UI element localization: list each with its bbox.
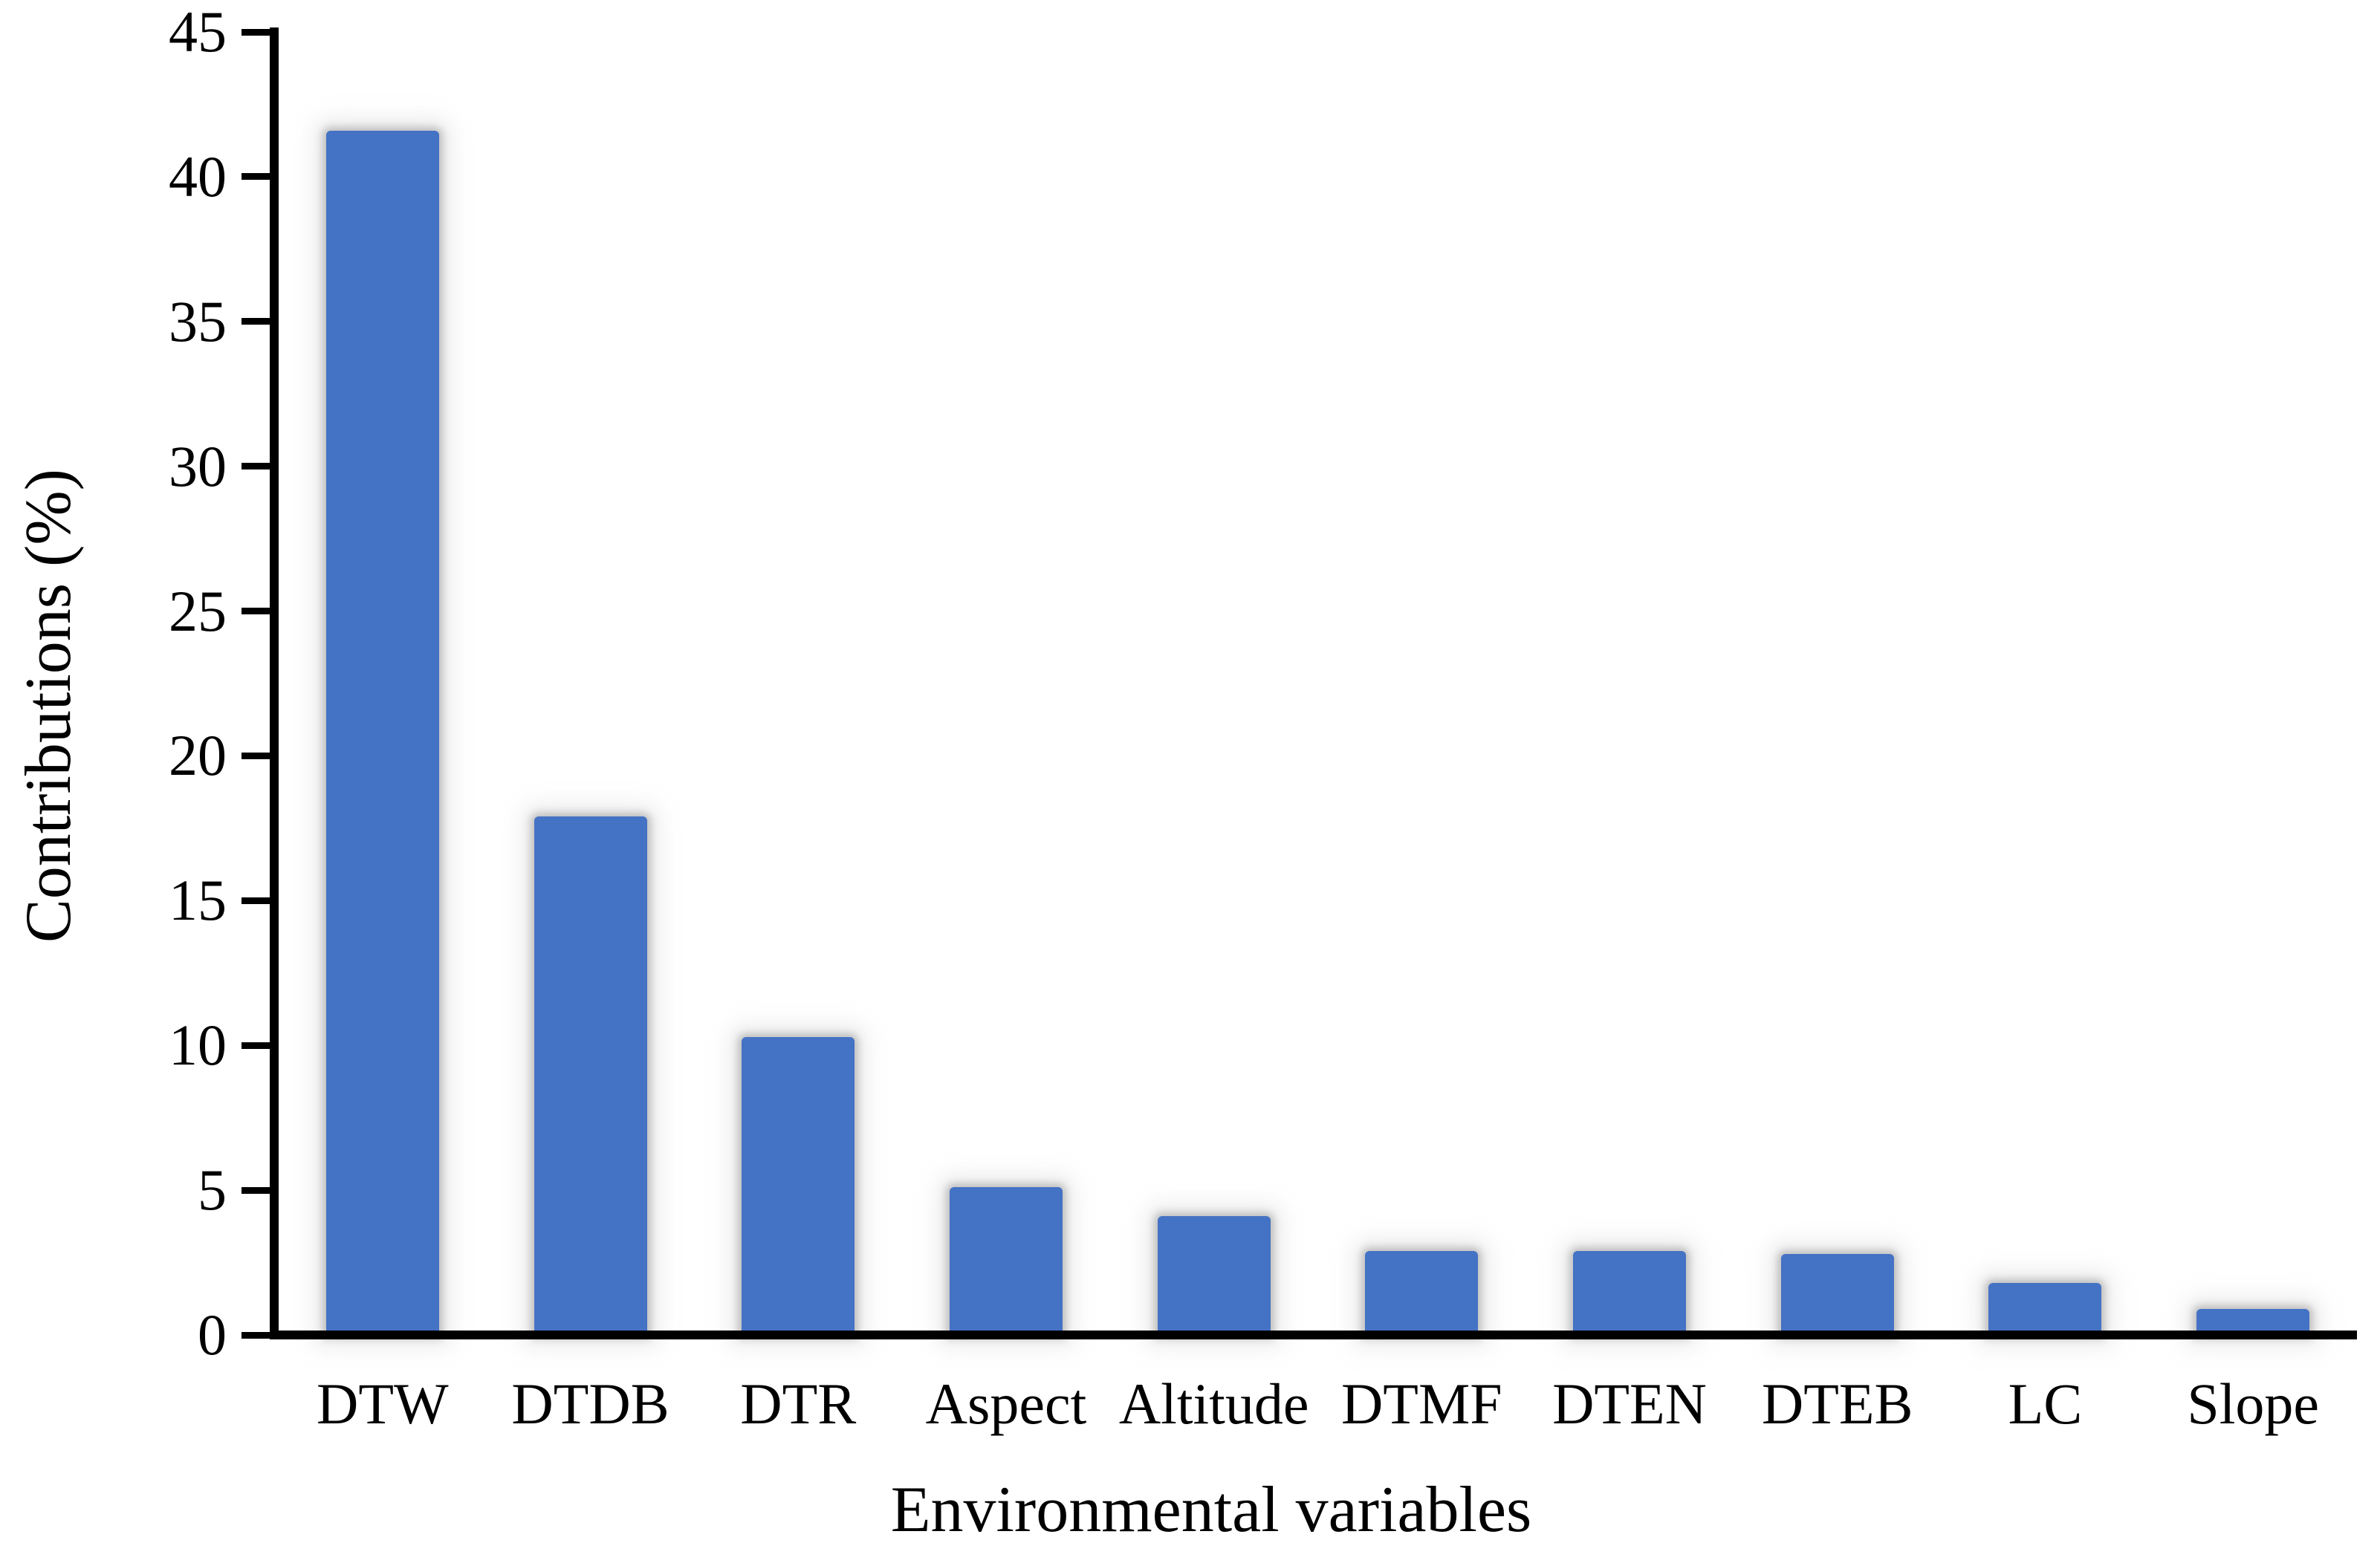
y-tick: [241, 173, 270, 181]
x-label-dtmf: DTMF: [1340, 1371, 1502, 1436]
bar-dtmf: [1365, 1250, 1479, 1335]
y-tick-label: 35: [169, 288, 227, 354]
x-label-altitude: Altitude: [1118, 1371, 1309, 1436]
y-tick: [241, 608, 270, 615]
y-tick: [241, 1331, 270, 1339]
y-tick-label: 5: [198, 1157, 227, 1223]
bar-aspect: [949, 1187, 1063, 1335]
y-tick: [241, 1042, 270, 1049]
x-label-lc: LC: [2008, 1371, 2083, 1436]
bar-dtdb: [534, 816, 647, 1335]
y-tick-label: 20: [169, 723, 227, 788]
y-tick-label: 15: [169, 868, 227, 933]
bar-dteb: [1780, 1253, 1894, 1335]
y-tick: [241, 318, 270, 325]
bar-dtw: [325, 130, 439, 1335]
x-label-dteb: DTEB: [1761, 1371, 1913, 1436]
y-tick-label: 45: [169, 0, 227, 64]
y-tick-label: 25: [169, 578, 227, 643]
x-axis-title: Environmental variables: [890, 1474, 1532, 1546]
y-tick-label: 30: [169, 433, 227, 498]
bar-dten: [1573, 1250, 1687, 1335]
y-tick-label: 10: [169, 1013, 227, 1078]
x-label-dtw: DTW: [317, 1371, 449, 1436]
y-tick: [241, 1186, 270, 1194]
y-tick: [241, 463, 270, 470]
bar-dtr: [742, 1036, 855, 1335]
y-tick-label: 0: [198, 1302, 227, 1367]
y-tick: [241, 897, 270, 904]
x-label-dtr: DTR: [740, 1371, 857, 1436]
x-label-aspect: Aspect: [925, 1371, 1087, 1436]
bar-lc: [1988, 1282, 2102, 1335]
bar-altitude: [1157, 1216, 1271, 1335]
y-axis-line: [270, 27, 279, 1339]
x-label-slope: Slope: [2187, 1371, 2319, 1436]
y-tick-label: 40: [169, 143, 227, 209]
y-tick: [241, 28, 270, 36]
x-label-dten: DTEN: [1552, 1371, 1708, 1436]
x-axis-line: [270, 1331, 2357, 1339]
x-label-dtdb: DTDB: [511, 1371, 669, 1436]
y-tick: [241, 752, 270, 759]
